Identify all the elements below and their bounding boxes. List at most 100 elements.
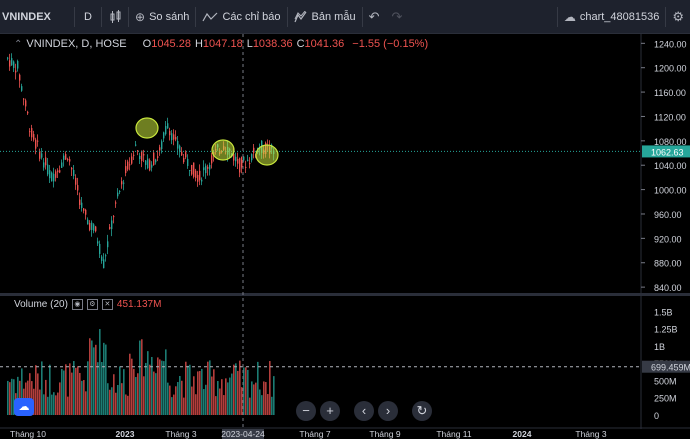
- cloud-icon: ☁: [563, 9, 576, 24]
- toolbar-divider: [195, 6, 197, 27]
- volume-bar: [61, 369, 63, 415]
- volume-bar: [41, 361, 43, 415]
- candle-body: [251, 154, 253, 161]
- undo-button[interactable]: ↶: [363, 0, 386, 33]
- chevron-left-icon: ‹: [361, 403, 367, 418]
- volume-bar: [133, 368, 135, 415]
- interval-button[interactable]: D: [75, 0, 101, 33]
- plus-icon: +: [326, 403, 334, 418]
- candle-body: [11, 58, 13, 66]
- chart-style-button[interactable]: [102, 0, 128, 33]
- candle-body: [239, 158, 241, 173]
- volume-axis-label: 1.25B: [654, 325, 678, 335]
- candle-body: [147, 158, 149, 169]
- volume-bar: [163, 361, 165, 415]
- price-axis-label: 1040.00: [654, 161, 687, 171]
- open-label: O: [142, 38, 152, 50]
- volume-bar: [179, 375, 181, 415]
- scroll-right-button[interactable]: ›: [378, 401, 398, 421]
- time-axis-label: Tháng 11: [436, 429, 472, 439]
- volume-bar: [83, 380, 85, 415]
- volume-bar: [9, 382, 11, 415]
- symbol-search-button[interactable]: VNINDEX: [0, 0, 74, 33]
- volume-bar: [211, 376, 213, 415]
- volume-bar: [149, 364, 151, 415]
- time-axis-label: Tháng 3: [575, 429, 606, 439]
- settings-icon[interactable]: ⚙: [86, 299, 98, 310]
- toolbar-right-group: ☁ chart_48081536 ⚙: [556, 0, 690, 33]
- volume-bar: [225, 378, 227, 415]
- candle-body: [105, 255, 107, 257]
- candle-body: [121, 181, 123, 185]
- indicators-button[interactable]: Các chỉ báo: [196, 0, 286, 33]
- toolbar-divider: [128, 6, 129, 27]
- candle-body: [183, 157, 185, 163]
- candle-body: [243, 156, 245, 161]
- volume-value: 451.137M: [116, 299, 162, 310]
- toolbar-divider: [665, 6, 667, 27]
- chart-name-label: chart_48081536: [579, 10, 660, 23]
- time-axis-label: Tháng 7: [299, 429, 330, 439]
- redo-button[interactable]: ↷: [385, 0, 408, 33]
- volume-bar: [47, 396, 49, 415]
- volume-bar: [117, 385, 119, 415]
- volume-bar: [237, 370, 239, 415]
- templates-button[interactable]: Bản mẫu: [288, 0, 362, 33]
- volume-bar: [57, 392, 59, 415]
- collapse-legend-icon[interactable]: ⌃: [14, 38, 23, 50]
- volume-bar: [35, 365, 37, 415]
- zoom-in-button[interactable]: +: [320, 401, 340, 421]
- volume-axis-label: 1.5B: [654, 307, 673, 317]
- save-layout-button[interactable]: ☁ chart_48081536: [558, 0, 666, 33]
- candle-body: [235, 156, 237, 162]
- volume-bar: [127, 395, 129, 415]
- volume-bar: [255, 382, 257, 415]
- close-icon[interactable]: ✕: [101, 299, 113, 310]
- zoom-out-button[interactable]: −: [296, 401, 316, 421]
- volume-bar: [229, 377, 231, 415]
- volume-bar: [271, 396, 273, 415]
- volume-bar: [191, 386, 193, 415]
- chart-canvas[interactable]: 1240.00 1200.00 1160.00 1120.00 1080.00 1040.…: [0, 34, 690, 439]
- legend-title: VNINDEX, D, HOSE: [26, 38, 127, 50]
- volume-bar: [173, 394, 175, 415]
- high-value: 1047.18: [202, 38, 243, 50]
- volume-axis-label: 250M: [654, 394, 677, 404]
- candle-body: [173, 134, 175, 140]
- compare-button[interactable]: ⊕ So sánh: [129, 0, 195, 33]
- volume-bar: [49, 364, 51, 415]
- candle-body: [111, 220, 113, 230]
- pane-separator: [0, 293, 690, 296]
- volume-bar: [81, 380, 83, 415]
- price-axis-label: 1240.00: [654, 39, 687, 49]
- candle-body: [15, 70, 17, 73]
- volume-bar: [161, 360, 163, 415]
- last-price-tag: [642, 145, 690, 158]
- candle-body: [83, 208, 85, 211]
- candle-body: [101, 256, 103, 261]
- candle-body: [23, 98, 25, 100]
- price-axis-label: 880.00: [654, 259, 682, 269]
- volume-bar: [203, 389, 205, 415]
- tradingview-logo-icon[interactable]: ☁: [14, 398, 34, 416]
- candle-body: [191, 164, 193, 175]
- volume-bar: [247, 369, 249, 415]
- scroll-left-button[interactable]: ‹: [354, 401, 374, 421]
- settings-button[interactable]: ⚙: [666, 0, 690, 33]
- volume-axis-label: 500M: [654, 376, 677, 386]
- candle-body: [201, 179, 203, 182]
- time-axis-label: 2023-04-24: [221, 429, 265, 439]
- volume-bar: [265, 382, 267, 415]
- volume-bar: [101, 362, 103, 415]
- volume-bar: [195, 394, 197, 415]
- eye-icon[interactable]: ◉: [71, 299, 83, 310]
- candle-body: [107, 241, 109, 248]
- highlight-circle: [255, 144, 279, 166]
- time-axis-label: Tháng 9: [369, 429, 400, 439]
- reset-chart-button[interactable]: ↻: [412, 401, 432, 421]
- candle-body: [59, 170, 61, 173]
- top-toolbar: VNINDEX D ⊕ So sánh Các chỉ báo Bản mẫu …: [0, 0, 690, 34]
- volume-bar: [75, 367, 77, 415]
- chart-area[interactable]: 1240.00 1200.00 1160.00 1120.00 1080.00 1040.…: [0, 34, 690, 439]
- volume-label: Volume (20): [14, 299, 68, 310]
